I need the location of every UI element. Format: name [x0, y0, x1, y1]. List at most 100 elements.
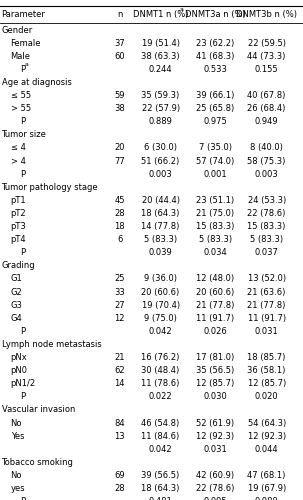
Text: 57 (74.0): 57 (74.0) [196, 156, 234, 166]
Text: 6: 6 [117, 235, 122, 244]
Text: 15 (83.3): 15 (83.3) [248, 222, 286, 231]
Text: 21 (77.8): 21 (77.8) [248, 300, 286, 310]
Text: > 55: > 55 [11, 104, 31, 113]
Text: 0.034: 0.034 [203, 248, 227, 258]
Text: 22 (57.9): 22 (57.9) [142, 104, 180, 113]
Text: Vascular invasion: Vascular invasion [2, 406, 75, 414]
Text: 0.095: 0.095 [203, 497, 227, 500]
Text: 25: 25 [115, 274, 125, 283]
Text: 12: 12 [115, 314, 125, 323]
Text: pT4: pT4 [11, 235, 26, 244]
Text: Lymph node metastasis: Lymph node metastasis [2, 340, 101, 349]
Text: P: P [20, 497, 25, 500]
Text: 33: 33 [114, 288, 125, 296]
Text: 7 (35.0): 7 (35.0) [199, 144, 231, 152]
Text: 18 (64.3): 18 (64.3) [142, 484, 180, 493]
Text: 35 (56.5): 35 (56.5) [196, 366, 234, 375]
Text: 23 (51.1): 23 (51.1) [196, 196, 234, 205]
Text: 0.980: 0.980 [255, 497, 278, 500]
Text: 38: 38 [114, 104, 125, 113]
Text: P: P [20, 65, 25, 74]
Text: 8 (40.0): 8 (40.0) [250, 144, 283, 152]
Text: 62: 62 [114, 366, 125, 375]
Text: 0.003: 0.003 [149, 170, 172, 178]
Text: 0.026: 0.026 [203, 327, 227, 336]
Text: No: No [11, 471, 22, 480]
Text: 54 (64.3): 54 (64.3) [248, 418, 286, 428]
Text: 46 (54.8): 46 (54.8) [142, 418, 180, 428]
Text: 77: 77 [114, 156, 125, 166]
Text: 24 (53.3): 24 (53.3) [248, 196, 286, 205]
Text: 11 (91.7): 11 (91.7) [248, 314, 286, 323]
Text: 45: 45 [115, 196, 125, 205]
Text: 0.042: 0.042 [149, 327, 172, 336]
Text: 12 (92.3): 12 (92.3) [196, 432, 234, 440]
Text: 30 (48.4): 30 (48.4) [142, 366, 180, 375]
Text: 17 (81.0): 17 (81.0) [196, 353, 234, 362]
Text: 19 (51.4): 19 (51.4) [142, 38, 180, 48]
Text: 84: 84 [114, 418, 125, 428]
Text: 15 (83.3): 15 (83.3) [196, 222, 234, 231]
Text: Parameter: Parameter [2, 10, 45, 18]
Text: P: P [20, 170, 25, 178]
Text: Grading: Grading [2, 262, 35, 270]
Text: 5 (83.3): 5 (83.3) [198, 235, 232, 244]
Text: 41 (68.3): 41 (68.3) [196, 52, 234, 61]
Text: n: n [117, 10, 122, 18]
Text: 21 (63.6): 21 (63.6) [248, 288, 286, 296]
Text: P: P [20, 118, 25, 126]
Text: 60: 60 [114, 52, 125, 61]
Text: pT3: pT3 [11, 222, 26, 231]
Text: 25 (65.8): 25 (65.8) [196, 104, 234, 113]
Text: pT2: pT2 [11, 209, 26, 218]
Text: 19 (67.9): 19 (67.9) [248, 484, 286, 493]
Text: DNMT3b n (%): DNMT3b n (%) [236, 10, 297, 18]
Text: 20 (44.4): 20 (44.4) [142, 196, 180, 205]
Text: 36 (58.1): 36 (58.1) [248, 366, 286, 375]
Text: 0.039: 0.039 [149, 248, 172, 258]
Text: pN1/2: pN1/2 [11, 380, 36, 388]
Text: 42 (60.9): 42 (60.9) [196, 471, 234, 480]
Text: 0.003: 0.003 [255, 170, 278, 178]
Text: 20 (60.6): 20 (60.6) [196, 288, 234, 296]
Text: 0.030: 0.030 [203, 392, 227, 402]
Text: ≤ 4: ≤ 4 [11, 144, 25, 152]
Text: 58 (75.3): 58 (75.3) [248, 156, 286, 166]
Text: 5 (83.3): 5 (83.3) [144, 235, 177, 244]
Text: No: No [11, 418, 22, 428]
Text: 39 (56.5): 39 (56.5) [142, 471, 180, 480]
Text: 21: 21 [115, 353, 125, 362]
Text: 22 (78.6): 22 (78.6) [248, 209, 286, 218]
Text: DNMT3a n (%): DNMT3a n (%) [185, 10, 245, 18]
Text: Male: Male [11, 52, 31, 61]
Text: 27: 27 [114, 300, 125, 310]
Text: ≤ 55: ≤ 55 [11, 91, 31, 100]
Text: pN0: pN0 [11, 366, 28, 375]
Text: 44 (73.3): 44 (73.3) [248, 52, 286, 61]
Text: Gender: Gender [2, 26, 33, 35]
Text: 21 (77.8): 21 (77.8) [196, 300, 234, 310]
Text: 0.044: 0.044 [255, 445, 278, 454]
Text: 12 (48.0): 12 (48.0) [196, 274, 234, 283]
Text: 26 (68.4): 26 (68.4) [248, 104, 286, 113]
Text: 51 (66.2): 51 (66.2) [142, 156, 180, 166]
Text: 21 (75.0): 21 (75.0) [196, 209, 234, 218]
Text: 22 (59.5): 22 (59.5) [248, 38, 286, 48]
Text: Tobacco smoking: Tobacco smoking [2, 458, 73, 467]
Text: Tumor size: Tumor size [2, 130, 46, 140]
Text: pNx: pNx [11, 353, 27, 362]
Text: G3: G3 [11, 300, 22, 310]
Text: 22 (78.6): 22 (78.6) [196, 484, 234, 493]
Text: 23 (62.2): 23 (62.2) [196, 38, 234, 48]
Text: 16 (76.2): 16 (76.2) [142, 353, 180, 362]
Text: P: P [20, 248, 25, 258]
Text: Age at diagnosis: Age at diagnosis [2, 78, 72, 87]
Text: 0.533: 0.533 [203, 65, 227, 74]
Text: 0.244: 0.244 [149, 65, 172, 74]
Text: 18 (85.7): 18 (85.7) [248, 353, 286, 362]
Text: G4: G4 [11, 314, 22, 323]
Text: P: P [20, 392, 25, 402]
Text: G1: G1 [11, 274, 22, 283]
Text: G2: G2 [11, 288, 22, 296]
Text: 12 (85.7): 12 (85.7) [248, 380, 286, 388]
